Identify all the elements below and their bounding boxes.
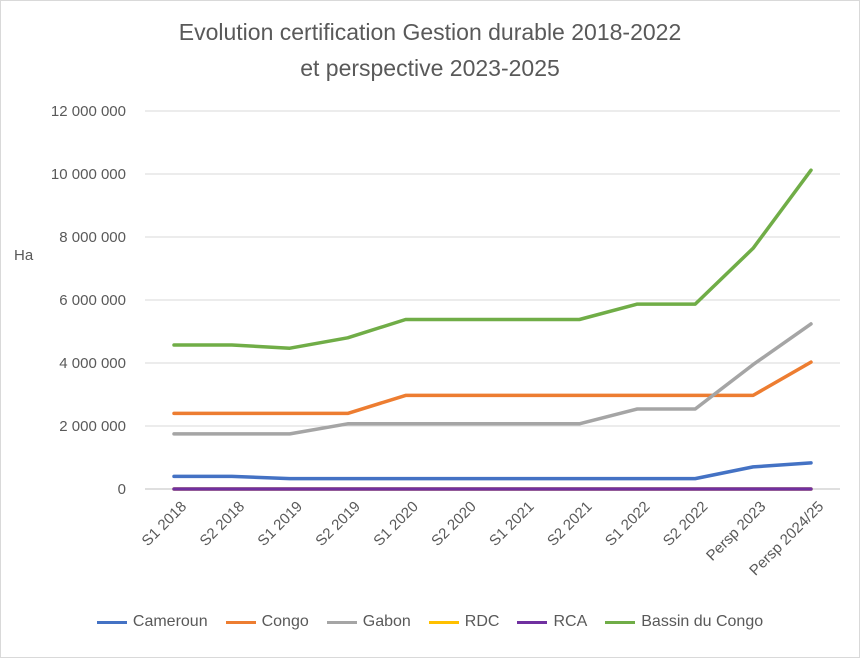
x-axis-tick-labels: S1 2018 S2 2018 S1 2019 S2 2019 S1 2020 S2 20… xyxy=(139,498,828,579)
x-tick-label: S2 2018 xyxy=(197,498,249,550)
y-tick-label: 4 000 000 xyxy=(59,355,126,372)
series-line-congo xyxy=(172,360,813,416)
chart-title-line2: et perspective 2023-2025 xyxy=(300,55,560,81)
x-tick-label: S1 2020 xyxy=(370,498,422,550)
x-tick-label: S1 2019 xyxy=(254,498,306,550)
legend-swatch xyxy=(326,620,357,624)
legend-swatch xyxy=(517,620,548,624)
x-tick-label: S1 2021 xyxy=(486,498,538,550)
legend-swatch xyxy=(428,620,459,624)
legend-label: Bassin du Congo xyxy=(641,613,764,630)
chart-title: Evolution certification Gestion durable … xyxy=(0,14,860,86)
y-tick-label: 6 000 000 xyxy=(59,292,126,309)
y-tick-label: 12 000 000 xyxy=(51,103,126,120)
y-axis-tick-labels: 0 2 000 000 4 000 000 6 000 000 8 000 000 10 … xyxy=(51,103,126,498)
series-line-cameroun xyxy=(172,461,813,481)
legend: Cameroun Congo Gabon RDC RCA Bassin du Congo xyxy=(0,608,860,636)
line-chart: 0 2 000 000 4 000 000 6 000 000 8 000 000 10 … xyxy=(14,103,840,579)
legend-item: Cameroun xyxy=(96,613,208,631)
legend-label: Cameroun xyxy=(132,613,208,630)
legend-item: Congo xyxy=(225,613,309,631)
x-tick-label: S1 2022 xyxy=(602,498,654,550)
y-tick-label: 2 000 000 xyxy=(59,418,126,435)
legend-label: RCA xyxy=(553,613,588,630)
legend-label: Congo xyxy=(261,613,309,630)
y-tick-label: 10 000 000 xyxy=(51,166,126,183)
series-line-gabon xyxy=(172,322,813,436)
legend-swatch xyxy=(96,620,127,624)
legend-label: Gabon xyxy=(362,613,411,630)
legend-item: RCA xyxy=(517,613,587,631)
series-line-bassin-du-congo xyxy=(172,168,813,350)
chart-title-line1: Evolution certification Gestion durable … xyxy=(178,19,682,45)
legend-swatch xyxy=(605,620,636,624)
legend-swatch xyxy=(225,620,256,624)
x-tick-label: S2 2021 xyxy=(544,498,596,550)
legend-label: RDC xyxy=(464,613,500,630)
legend-item: Bassin du Congo xyxy=(605,613,763,631)
legend-item: RDC xyxy=(428,613,500,631)
legend-item: Gabon xyxy=(326,613,411,631)
y-tick-label: 0 xyxy=(118,481,126,498)
series-lines xyxy=(172,168,813,491)
x-tick-label: S2 2020 xyxy=(428,498,480,550)
x-tick-label: S2 2022 xyxy=(660,498,712,550)
x-tick-label: S2 2019 xyxy=(312,498,364,550)
x-tick-label: S1 2018 xyxy=(139,498,191,550)
y-axis-label: Ha xyxy=(14,247,34,264)
y-tick-label: 8 000 000 xyxy=(59,229,126,246)
